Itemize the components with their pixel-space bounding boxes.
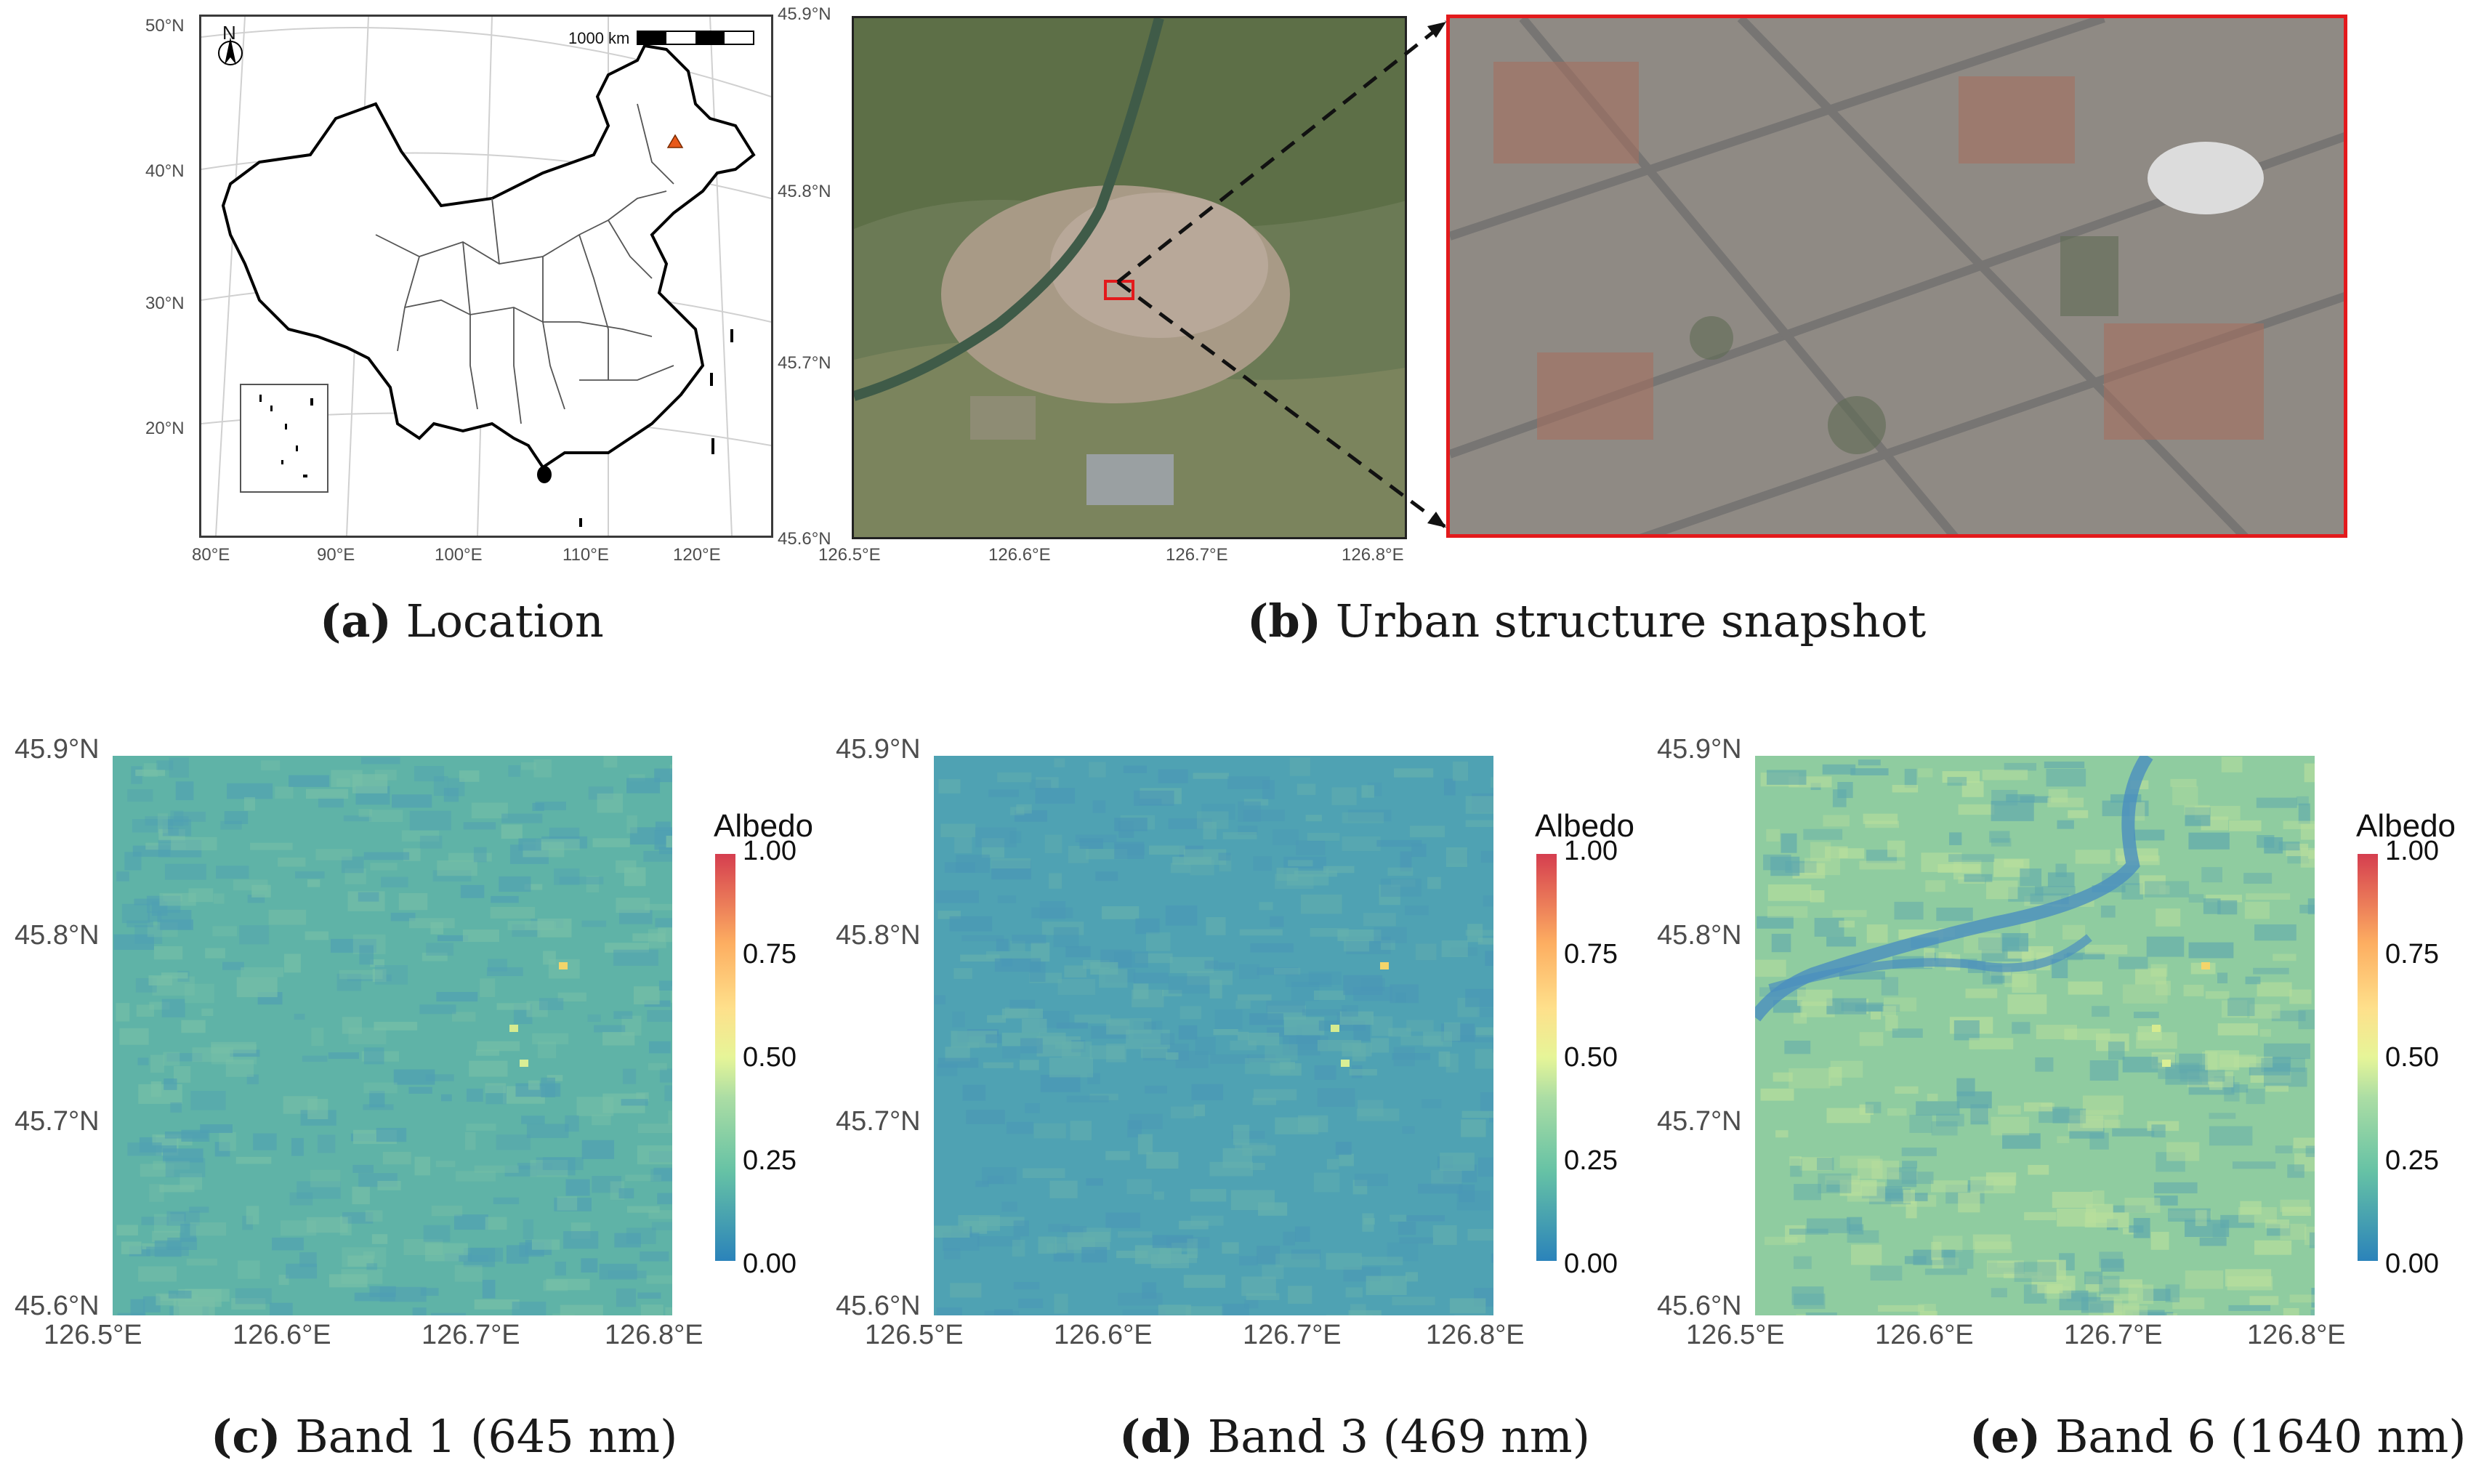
lon-label: 126.5°E [818,545,881,565]
legend-label: 1.00 [1564,836,1618,866]
lat-label: 45.7°N [1657,1106,1742,1137]
legend-label: 0.00 [1564,1249,1618,1279]
legend-label: 1.00 [743,836,797,866]
lon-label: 126.6°E [1875,1320,1974,1350]
legend-label: 0.25 [743,1145,797,1176]
legend-label: 0.25 [2385,1145,2439,1176]
zoom-connector-arrows [1116,20,1448,530]
caption-letter: (b) [1247,594,1322,648]
lon-label: 126.8°E [2247,1320,2346,1350]
lon-label: 126.7°E [1166,545,1228,565]
lon-label: 126.5°E [865,1320,964,1350]
legend-label: 1.00 [2385,836,2439,866]
lat-label: 45.9°N [15,734,100,765]
lon-label: 126.7°E [1243,1320,1342,1350]
lon-label: 126.6°E [233,1320,331,1350]
lon-label: 126.8°E [605,1320,703,1350]
scale-label: 1000 km [568,29,630,47]
lat-label: 30°N [145,294,185,313]
lon-label: 120°E [673,545,721,565]
albedo-heatmap [1755,756,2315,1315]
legend-label: 0.25 [1564,1145,1618,1176]
lon-label: 126.5°E [44,1320,142,1350]
albedo-panel: 45.9°N 45.8°N 45.7°N 45.6°N 126.5°E 126.6°E 12… [15,734,828,1475]
scale-bar [637,31,754,45]
legend-title: Albedo [1535,808,1635,844]
albedo-panel: 45.9°N 45.8°N 45.7°N 45.6°N 126.5°E 126.6°E 12… [836,734,1650,1475]
legend-colorbar [715,854,735,1261]
lat-label: 45.7°N [15,1106,100,1137]
lat-label: 45.8°N [778,182,831,201]
lat-label: 45.9°N [1657,734,1742,765]
legend-label: 0.75 [1564,939,1618,969]
lat-label: 20°N [145,419,185,438]
lon-label: 126.8°E [1426,1320,1525,1350]
albedo-panel: 45.9°N 45.8°N 45.7°N 45.6°N 126.5°E 126.6°E 12… [1657,734,2471,1475]
lat-label: 45.7°N [778,353,831,373]
lat-label: 45.6°N [1657,1291,1742,1321]
lat-label: 45.9°N [778,4,831,24]
legend-colorbar [2358,854,2378,1261]
lon-label: 126.7°E [422,1320,520,1350]
lon-label: 126.6°E [988,545,1051,565]
caption-albedo: (e) Band 6 (1640 nm) [1969,1410,2466,1463]
caption-text: Band 1 (645 nm) [281,1410,678,1463]
location-map-svg [201,16,772,536]
lat-label: 45.6°N [778,529,831,549]
lat-label: 50°N [145,16,185,36]
caption-albedo: (d) Band 3 (469 nm) [1119,1410,1590,1463]
satellite-overview-image [852,16,1407,539]
legend-label: 0.00 [2385,1249,2439,1279]
lon-label: 126.6°E [1054,1320,1153,1350]
lat-label: 45.8°N [15,920,100,951]
lon-label: 126.5°E [1686,1320,1785,1350]
lon-label: 80°E [192,545,230,565]
legend-label: 0.75 [743,939,797,969]
lat-label: 45.7°N [836,1106,921,1137]
north-label: N [222,22,236,44]
caption-letter: (d) [1119,1410,1194,1463]
urban-structure-panel: 45.9°N 45.8°N 45.7°N 45.6°N 126.5°E 126.… [770,0,2355,581]
legend-title: Albedo [714,808,814,844]
caption-text: Band 6 (1640 nm) [2041,1410,2467,1463]
legend-label: 0.50 [2385,1042,2439,1073]
caption-letter: (c) [211,1410,281,1463]
legend-label: 0.75 [2385,939,2439,969]
caption-urban-structure: (b) Urban structure snapshot [1247,594,1926,648]
lon-label: 110°E [562,545,609,565]
lat-label: 45.6°N [836,1291,921,1321]
legend-colorbar [1536,854,1557,1261]
caption-text: Urban structure snapshot [1335,594,1927,648]
caption-text: Location [406,594,604,648]
legend-label: 0.00 [743,1249,797,1279]
lat-label: 45.8°N [1657,920,1742,951]
satellite-zoom-image [1446,15,2347,538]
lat-label: 45.6°N [15,1291,100,1321]
location-map-frame [199,15,773,538]
lon-label: 90°E [317,545,355,565]
legend-label: 0.50 [1564,1042,1618,1073]
south-china-sea-inset [240,384,328,493]
lat-label: 40°N [145,161,185,181]
legend-title: Albedo [2356,808,2456,844]
north-arrow-icon [218,37,243,65]
caption-letter: (a) [320,594,392,648]
caption-location: (a) Location [320,594,604,648]
lat-label: 45.8°N [836,920,921,951]
caption-letter: (e) [1969,1410,2041,1463]
location-map-panel: 50°N 40°N 30°N 20°N 80°E 90°E 100°E 110°… [145,15,785,581]
lat-label: 45.9°N [836,734,921,765]
lon-label: 126.8°E [1342,545,1404,565]
caption-text: Band 3 (469 nm) [1193,1410,1590,1463]
site-marker-icon [666,134,684,148]
albedo-heatmap [113,756,672,1315]
caption-albedo: (c) Band 1 (645 nm) [211,1410,677,1463]
lon-label: 100°E [435,545,483,565]
albedo-heatmap [934,756,1493,1315]
lon-label: 126.7°E [2064,1320,2163,1350]
legend-label: 0.50 [743,1042,797,1073]
